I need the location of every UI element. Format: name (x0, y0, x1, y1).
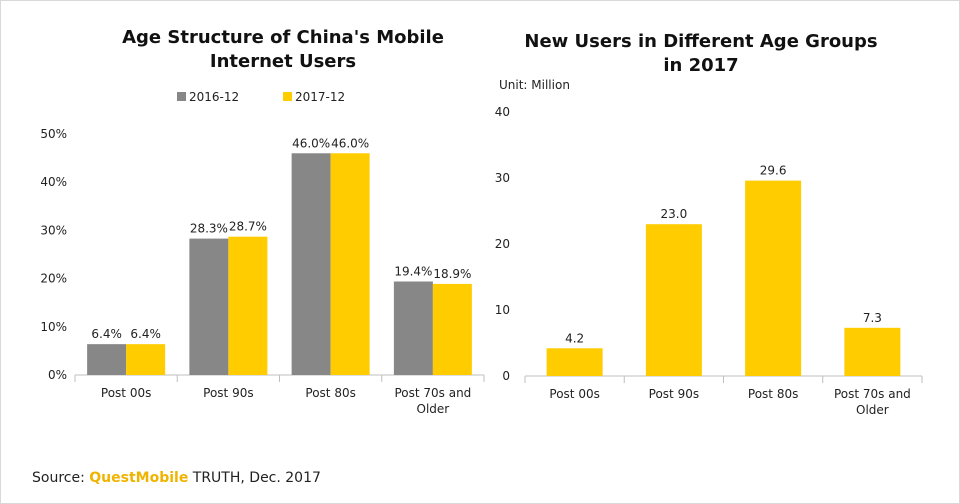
y-tick-label: 0% (48, 368, 67, 382)
y-tick-label: 40 (495, 105, 510, 119)
y-tick-label: 30 (495, 171, 510, 185)
x-tick-label: Post 80s (748, 387, 798, 401)
bar-2017-12 (432, 283, 472, 375)
y-tick-label: 50% (40, 127, 67, 141)
bar-2016-12 (393, 281, 433, 375)
x-tick-label: Post 00s (101, 386, 151, 400)
data-label: 18.9% (433, 267, 471, 281)
bar-new-users (844, 327, 901, 376)
data-label: 7.3 (863, 311, 882, 325)
y-tick-label: 20% (40, 272, 67, 286)
x-tick-label: Post 90s (649, 387, 699, 401)
bar-2016-12 (87, 344, 127, 375)
chart2-title-line: New Users in Different Age Groups (524, 31, 877, 52)
y-tick-label: 30% (40, 223, 67, 237)
bar-2017-12 (126, 344, 166, 375)
x-tick-label: Post 80s (305, 386, 355, 400)
bar-new-users (546, 348, 603, 376)
data-label: 19.4% (394, 264, 432, 278)
legend-swatch-2016-12 (177, 92, 186, 101)
unit-label: Unit: Million (499, 78, 570, 92)
data-label: 28.3% (190, 222, 228, 236)
data-label: 6.4% (130, 327, 161, 341)
x-tick-label: Post 70s and (834, 387, 911, 401)
data-label: 29.6 (760, 164, 787, 178)
bar-2016-12 (189, 238, 229, 375)
data-label: 46.0% (292, 136, 330, 150)
legend-swatch-2017-12 (283, 92, 292, 101)
data-label: 6.4% (91, 327, 122, 341)
bar-2017-12 (330, 153, 370, 375)
legend-label: 2016-12 (189, 90, 239, 104)
chart2-title-line: in 2017 (663, 55, 738, 76)
y-tick-label: 0 (502, 369, 510, 383)
bar-new-users (645, 224, 702, 376)
x-tick-label: Post 90s (203, 386, 253, 400)
source-brand: QuestMobile (89, 470, 189, 486)
data-label: 46.0% (331, 136, 369, 150)
bar-new-users (745, 180, 802, 376)
source-prefix: Source: (32, 470, 90, 486)
y-tick-label: 40% (40, 175, 67, 189)
data-label: 23.0 (661, 207, 688, 221)
bar-2017-12 (228, 236, 268, 375)
legend-label: 2017-12 (295, 90, 345, 104)
x-tick-label: Older (417, 402, 450, 416)
source-note: Source: QuestMobile TRUTH, Dec. 2017 (32, 470, 321, 486)
y-tick-label: 10% (40, 320, 67, 334)
chart1-title-line: Internet Users (210, 51, 356, 72)
data-label: 28.7% (229, 220, 267, 234)
source-suffix: TRUTH, Dec. 2017 (188, 470, 321, 486)
data-label: 4.2 (565, 331, 584, 345)
y-tick-label: 10 (495, 303, 510, 317)
chart1-title-line: Age Structure of China's Mobile (122, 27, 444, 48)
x-tick-label: Post 00s (549, 387, 599, 401)
x-tick-label: Older (856, 403, 889, 417)
x-tick-label: Post 70s and (394, 386, 471, 400)
bar-2016-12 (291, 153, 331, 375)
y-tick-label: 20 (495, 237, 510, 251)
